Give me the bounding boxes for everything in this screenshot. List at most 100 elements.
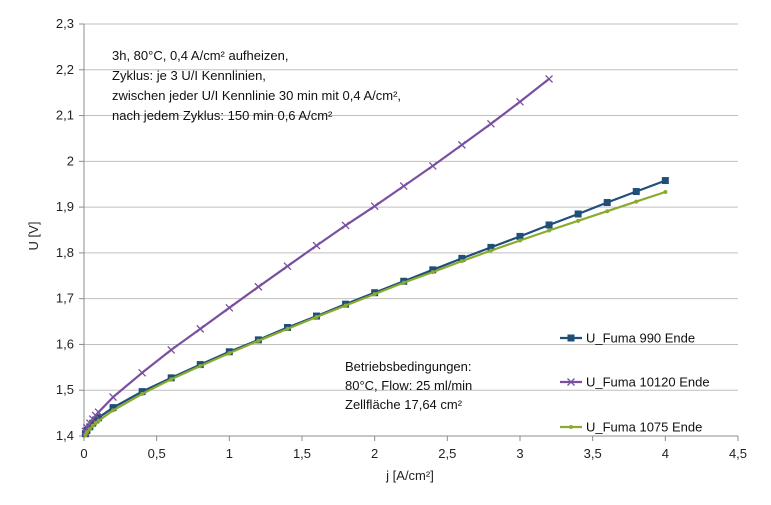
conditions-note-line: 3h, 80°C, 0,4 A/cm² aufheizen, (112, 48, 288, 63)
data-point-dot (372, 292, 377, 297)
conditions-note-line: nach jedem Zyklus: 150 min 0,6 A/cm² (112, 108, 333, 123)
data-point-dot (90, 423, 95, 428)
y-tick-label: 1,4 (56, 428, 74, 443)
data-point-square (138, 388, 146, 396)
y-tick-label: 2 (67, 153, 74, 168)
data-point-square (661, 177, 669, 185)
data-point-x (167, 345, 176, 354)
x-axis-title: j [A/cm²] (385, 468, 434, 483)
data-point-x (516, 97, 524, 106)
y-tick-label: 1,9 (56, 199, 74, 214)
x-tick-label: 4 (662, 446, 669, 461)
data-point-dot (198, 363, 203, 368)
data-point-dot (663, 190, 668, 195)
data-point-dot (227, 351, 232, 356)
x-tick-label: 2 (371, 446, 378, 461)
data-point-square (603, 199, 611, 207)
data-point-dot (488, 248, 493, 253)
y-tick-label: 2,1 (56, 108, 74, 123)
data-point-dot (96, 418, 101, 423)
data-series (81, 74, 669, 438)
data-point-square (429, 266, 437, 274)
data-point-x (428, 161, 437, 170)
data-point-dot (459, 259, 464, 264)
conditions-note-line: zwischen jeder U/I Kennlinie 30 min mit … (112, 88, 401, 103)
series-2 (81, 74, 554, 436)
data-point-x (545, 74, 554, 83)
legend-label: U_Fuma 10120 Ende (586, 375, 710, 390)
data-point-dot (518, 238, 522, 243)
data-point-square (109, 404, 117, 412)
data-point-x (283, 262, 292, 271)
x-tick-label: 0,5 (148, 446, 166, 461)
x-tick-label: 3,5 (584, 446, 602, 461)
data-point-dot (93, 421, 98, 426)
tick-labels: 1,4 1,5 1,6 1,7 1,8 1,9 2 2,1 2,2 2,3 0 0,5 1 1,5 2 2,5… (56, 16, 747, 461)
data-point-dot (430, 270, 435, 275)
data-point-dot (547, 228, 552, 233)
data-point-dot (169, 377, 174, 382)
data-point-x (567, 378, 575, 386)
legend-label: U_Fuma 990 Ende (586, 331, 695, 346)
legend-entry: U_Fuma 10120 Ende (560, 375, 710, 390)
data-point-x (254, 282, 263, 291)
data-point-dot (140, 391, 145, 396)
data-point-dot (634, 199, 639, 204)
data-point-x (399, 182, 408, 191)
data-point-square (574, 210, 582, 218)
x-tick-label: 1,5 (293, 446, 311, 461)
axes (79, 23, 739, 441)
data-point-dot (111, 408, 116, 413)
x-tick-label: 2,5 (438, 446, 456, 461)
data-point-x (94, 408, 103, 417)
conditions-note-line: Zyklus: je 3 U/I Kennlinien, (112, 68, 266, 83)
gridlines (84, 23, 738, 391)
y-axis-title: U [V] (26, 222, 41, 251)
data-point-dot (87, 427, 92, 432)
data-point-square (516, 232, 524, 240)
y-tick-label: 1,7 (56, 291, 74, 306)
data-point-dot (256, 338, 261, 343)
legend-entry: U_Fuma 990 Ende (560, 331, 695, 346)
y-tick-label: 1,6 (56, 336, 74, 351)
legend: U_Fuma 990 Ende U_Fuma 10120 Ende U_Fuma 1… (560, 331, 710, 435)
data-point-square (86, 423, 94, 431)
data-point-dot (84, 430, 89, 435)
data-point-x (138, 368, 147, 377)
data-point-x (109, 393, 118, 402)
x-tick-label: 1 (226, 446, 233, 461)
annotations: 3h, 80°C, 0,4 A/cm² aufheizen, Zyklus: je… (112, 48, 472, 412)
x-tick-label: 3 (516, 446, 523, 461)
operation-note-line: 80°C, Flow: 25 ml/min (345, 378, 472, 393)
data-point-dot (605, 209, 610, 214)
data-point-x (370, 202, 379, 211)
data-point-x (457, 140, 466, 149)
x-tick-label: 4,5 (729, 446, 747, 461)
operation-note-line: Zellfläche 17,64 cm² (345, 397, 463, 412)
data-point-square (632, 188, 640, 196)
operation-note-line: Betriebsbedingungen: (345, 359, 472, 374)
data-point-square (545, 221, 553, 229)
data-point-x (225, 303, 234, 312)
y-tick-label: 2,3 (56, 16, 74, 31)
data-point-dot (285, 326, 290, 331)
data-point-x (341, 221, 350, 230)
x-tick-label: 0 (80, 446, 87, 461)
legend-label: U_Fuma 1075 Ende (586, 420, 702, 435)
legend-entry: U_Fuma 1075 Ende (560, 420, 702, 435)
data-point-x (312, 241, 321, 250)
data-point-square (487, 243, 495, 251)
data-point-square (458, 254, 466, 262)
data-point-dot (569, 425, 573, 429)
data-point-dot (401, 280, 406, 285)
data-point-dot (576, 218, 581, 223)
series-3 (83, 190, 668, 438)
data-point-dot (314, 314, 319, 319)
y-tick-label: 1,8 (56, 245, 74, 260)
y-tick-label: 1,5 (56, 382, 74, 397)
y-tick-label: 2,2 (56, 62, 74, 77)
data-point-dot (343, 303, 348, 308)
data-point-x (486, 119, 495, 128)
